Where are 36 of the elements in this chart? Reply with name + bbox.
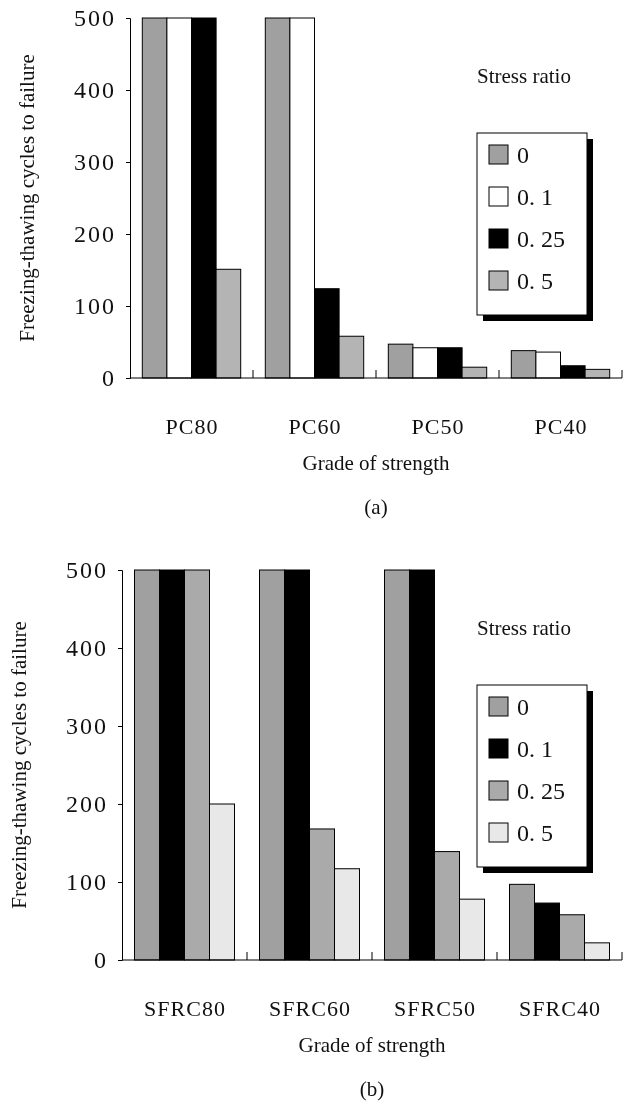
legend-label: 0 — [517, 142, 529, 168]
legend-label: 0. 1 — [517, 184, 553, 210]
y-axis-title: Freezing-thawing cycles to failure — [15, 54, 39, 342]
legend-label: 0 — [517, 694, 529, 720]
text: (a) — [364, 495, 388, 519]
legend-label: 0. 5 — [517, 820, 553, 846]
y-tick-label: 0 — [94, 947, 108, 974]
legend-title: Stress ratio — [477, 64, 571, 88]
y-tick-label: 500 — [66, 557, 108, 584]
y-tick-label: 300 — [74, 149, 116, 176]
x-tick-label: SFRC60 — [269, 995, 351, 1021]
legend-title: Stress ratio — [477, 616, 571, 640]
y-tick-label: 400 — [66, 635, 108, 662]
y-tick-label: 100 — [66, 869, 108, 896]
y-tick-label: 200 — [74, 221, 116, 248]
x-tick-label: PC40 — [534, 413, 588, 439]
y-tick-label: 0 — [102, 365, 116, 392]
x-tick-label: PC50 — [411, 413, 465, 439]
y-tick-label: 300 — [66, 713, 108, 740]
x-tick-label: SFRC40 — [519, 995, 601, 1021]
y-tick-label: 400 — [74, 77, 116, 104]
x-axis-title: Grade of strength — [298, 1033, 446, 1057]
text: (b) — [359, 1077, 385, 1101]
y-axis-title: Freezing-thawing cycles to failure — [7, 621, 31, 909]
x-tick-label: PC60 — [288, 413, 342, 439]
legend-label: 0. 1 — [517, 736, 553, 762]
x-tick-label: SFRC50 — [394, 995, 476, 1021]
x-axis-title: Grade of strength — [302, 451, 450, 475]
y-tick-label: 100 — [74, 293, 116, 320]
legend-label: 0. 25 — [517, 226, 565, 252]
legend-label: 0. 5 — [517, 268, 553, 294]
y-tick-label: 500 — [74, 5, 116, 32]
legend-label: 0. 25 — [517, 778, 565, 804]
x-tick-label: SFRC80 — [144, 995, 226, 1021]
x-tick-label: PC80 — [165, 413, 219, 439]
y-tick-label: 200 — [66, 791, 108, 818]
